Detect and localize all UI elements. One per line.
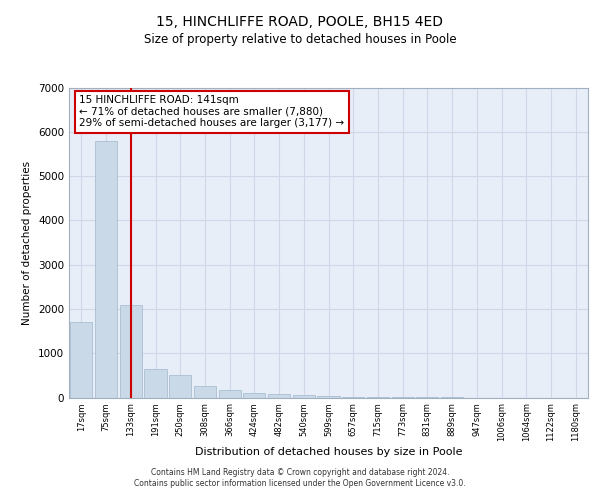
Bar xyxy=(317,396,340,398)
Text: Contains HM Land Registry data © Crown copyright and database right 2024.
Contai: Contains HM Land Registry data © Crown c… xyxy=(134,468,466,487)
Bar xyxy=(243,393,265,398)
X-axis label: Distribution of detached houses by size in Poole: Distribution of detached houses by size … xyxy=(195,447,462,457)
Bar xyxy=(119,304,142,398)
Bar xyxy=(70,322,92,398)
Bar xyxy=(145,368,167,398)
Text: Size of property relative to detached houses in Poole: Size of property relative to detached ho… xyxy=(143,32,457,46)
Bar xyxy=(218,390,241,398)
Text: 15, HINCHLIFFE ROAD, POOLE, BH15 4ED: 15, HINCHLIFFE ROAD, POOLE, BH15 4ED xyxy=(157,15,443,29)
Bar xyxy=(194,386,216,398)
Bar xyxy=(268,394,290,398)
Text: 15 HINCHLIFFE ROAD: 141sqm
← 71% of detached houses are smaller (7,880)
29% of s: 15 HINCHLIFFE ROAD: 141sqm ← 71% of deta… xyxy=(79,95,344,128)
Y-axis label: Number of detached properties: Number of detached properties xyxy=(22,160,32,324)
Bar xyxy=(169,376,191,398)
Bar xyxy=(95,140,117,398)
Bar xyxy=(293,396,315,398)
